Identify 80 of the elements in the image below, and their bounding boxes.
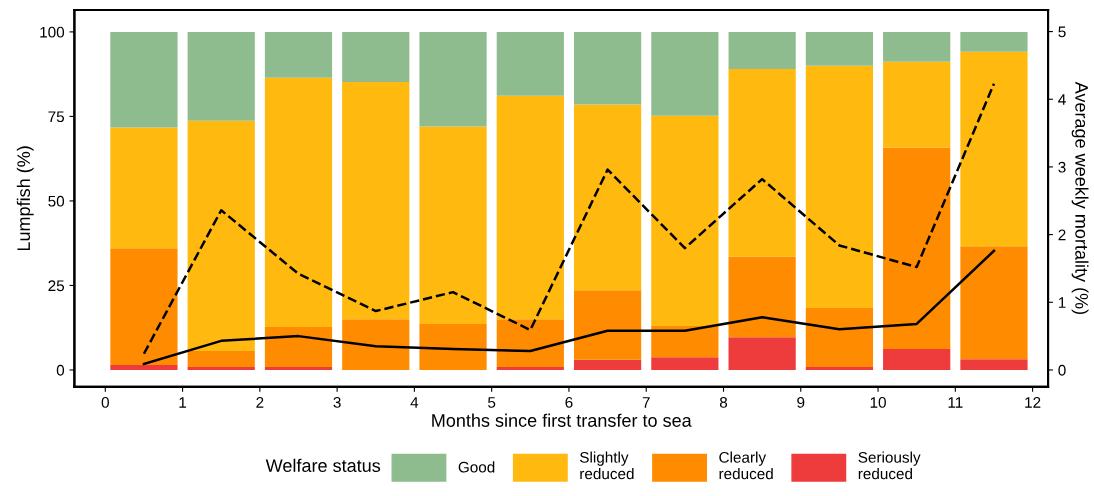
bar — [264, 366, 333, 370]
y-tick-label: 0 — [56, 364, 65, 376]
y2-tick-label: 1 — [1058, 297, 1066, 308]
bar — [883, 349, 951, 370]
y2-tick-label: 4 — [1058, 94, 1066, 105]
bar — [651, 115, 719, 327]
bar — [960, 246, 1028, 360]
y-tick-label: 50 — [48, 195, 65, 207]
legend-label: Good — [458, 461, 495, 473]
bar — [805, 31, 874, 66]
bar — [883, 147, 951, 350]
y-tick-label: 75 — [48, 111, 65, 123]
bar — [342, 31, 410, 82]
bar — [573, 104, 642, 291]
x-tick-label: 3 — [333, 397, 341, 408]
bar — [728, 337, 796, 370]
y2-tick-label: 5 — [1058, 26, 1066, 38]
y-tick-label: 100 — [40, 26, 65, 38]
y-tick-label: 25 — [48, 280, 65, 292]
line-series — [142, 249, 996, 366]
bar — [342, 81, 410, 320]
bar — [960, 31, 1028, 52]
bar — [728, 69, 796, 257]
x-tick-label: 5 — [488, 397, 496, 408]
x-tick-label: 1 — [179, 397, 187, 408]
bar — [419, 324, 487, 370]
y2-axis-title: Average weekly mortality (%) — [1071, 81, 1089, 315]
bar — [110, 31, 178, 128]
bar — [573, 290, 642, 360]
x-tick-label: 4 — [410, 397, 419, 408]
legend-title: Welfare status — [265, 458, 381, 472]
x-tick-label: 6 — [565, 397, 573, 408]
bar — [264, 31, 333, 78]
bar — [264, 77, 333, 328]
y2-tick-label: 2 — [1058, 229, 1066, 241]
legend-label: Clearly reduced — [719, 451, 773, 480]
bar — [883, 31, 951, 62]
bar — [805, 65, 874, 309]
line-series — [142, 82, 996, 355]
bar — [728, 31, 796, 70]
bar — [496, 31, 564, 96]
bar — [883, 61, 951, 148]
bar — [573, 359, 642, 370]
bar — [342, 319, 410, 370]
bar — [110, 127, 178, 249]
y2-tick-label: 3 — [1058, 161, 1066, 173]
bar — [651, 326, 719, 358]
x-tick-label: 11 — [948, 397, 963, 408]
bar — [187, 351, 255, 367]
x-tick-label: 9 — [797, 397, 805, 408]
x-axis-title: Months since first transfer to sea — [432, 413, 692, 427]
bar — [805, 308, 874, 367]
x-tick-label: 2 — [256, 397, 264, 408]
x-tick-label: 7 — [642, 397, 650, 408]
bar — [419, 31, 487, 127]
bar — [110, 364, 178, 370]
bar — [728, 256, 796, 338]
bar — [651, 357, 719, 370]
bar — [496, 366, 564, 370]
x-tick-label: 10 — [870, 397, 886, 408]
bar — [573, 31, 642, 105]
x-tick-label: 0 — [101, 397, 109, 408]
x-tick-label: 8 — [719, 397, 728, 408]
bar — [187, 366, 255, 370]
bar — [187, 120, 255, 352]
bar — [264, 327, 333, 367]
legend-label: Seriously reduced — [858, 451, 921, 480]
bar — [110, 248, 178, 365]
bar — [960, 51, 1028, 247]
bar — [496, 319, 564, 367]
bar — [496, 95, 564, 320]
bar — [805, 366, 874, 370]
bar — [419, 126, 487, 324]
legend-label: Slightly reduced — [579, 451, 634, 480]
bar — [651, 31, 719, 116]
y2-tick-label: 0 — [1058, 364, 1066, 376]
x-tick-label: 12 — [1025, 397, 1041, 408]
bar — [960, 359, 1028, 370]
bar — [187, 31, 255, 121]
y-axis-title: Lumpfish (%) — [16, 146, 34, 251]
